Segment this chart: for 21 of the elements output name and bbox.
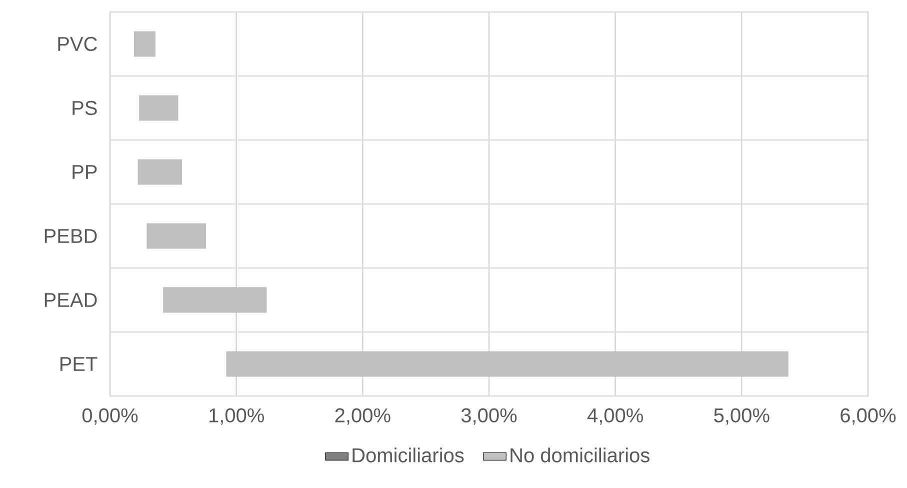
x-tick-label: 6,00% xyxy=(840,408,896,425)
x-tick-label: 0,00% xyxy=(82,408,138,425)
x-tick-label: 2,00% xyxy=(335,408,390,425)
x-tick-label: 1,00% xyxy=(210,408,264,425)
bar xyxy=(226,351,788,377)
bar xyxy=(163,287,267,313)
y-tick-label: PS xyxy=(72,100,97,116)
legend-label: No domiciliarios xyxy=(510,448,650,462)
y-tick-label: PEAD xyxy=(44,293,97,307)
y-tick-label: PEBD xyxy=(44,229,97,243)
bar xyxy=(134,31,156,57)
y-tick-label: PP xyxy=(72,165,97,179)
x-tick-label: 3,00% xyxy=(461,408,517,425)
bar xyxy=(139,95,178,121)
legend-label: Domiciliarios xyxy=(352,448,464,462)
bar xyxy=(146,223,206,249)
x-tick-label: 4,00% xyxy=(587,408,643,425)
y-tick-label: PET xyxy=(60,357,98,371)
bar xyxy=(138,159,182,185)
x-tick-label: 5,00% xyxy=(714,408,770,425)
y-tick-label: PVC xyxy=(58,36,97,52)
